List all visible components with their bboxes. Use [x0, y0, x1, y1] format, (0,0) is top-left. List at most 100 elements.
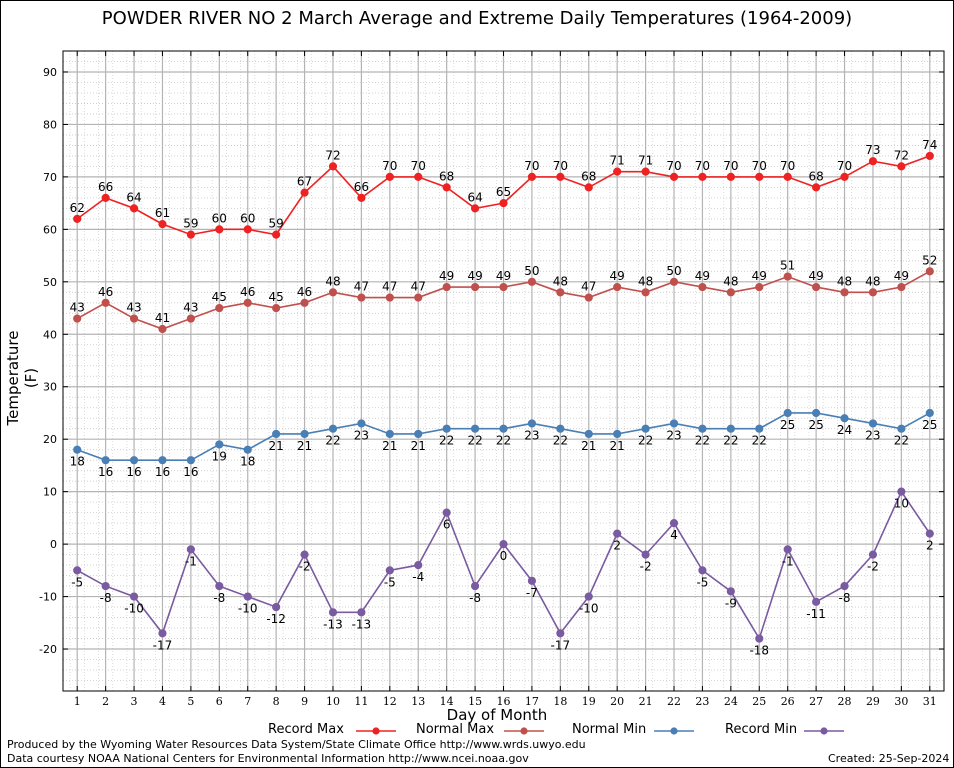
data-point-record-max	[442, 183, 451, 192]
data-label-record-max: 70	[553, 159, 568, 173]
data-point-record-min	[556, 629, 565, 638]
data-point-record-max	[499, 199, 508, 208]
data-point-normal-max	[925, 267, 934, 276]
data-point-record-max	[897, 162, 906, 171]
x-tick-label: 8	[273, 695, 280, 708]
y-tick-label: -10	[39, 591, 57, 604]
data-label-record-max: 68	[581, 169, 596, 183]
data-point-normal-max	[755, 282, 764, 292]
data-label-normal-min: 25	[922, 418, 937, 432]
data-label-normal-max: 46	[297, 285, 312, 299]
data-point-normal-min	[243, 445, 252, 454]
data-label-normal-max: 49	[467, 269, 482, 283]
data-point-record-max	[527, 172, 537, 182]
data-point-normal-min	[442, 424, 451, 433]
data-point-record-min	[272, 602, 281, 612]
footer-created: Created: 25-Sep-2024	[828, 752, 950, 765]
data-label-normal-max: 49	[695, 269, 710, 283]
data-label-record-min: -1	[185, 554, 197, 568]
data-point-normal-max	[215, 303, 224, 313]
data-label-normal-min: 22	[723, 434, 738, 448]
data-label-record-max: 70	[666, 159, 681, 173]
data-label-normal-max: 49	[439, 269, 454, 283]
data-label-record-min: 2	[613, 539, 621, 553]
data-point-normal-max	[613, 282, 622, 292]
data-label-record-min: -13	[323, 617, 343, 631]
data-point-normal-min	[328, 424, 338, 433]
data-label-record-min: -8	[100, 591, 112, 605]
data-label-record-min: 10	[894, 497, 909, 511]
data-point-normal-min	[186, 456, 195, 465]
data-point-record-max	[925, 151, 934, 161]
data-point-record-min	[357, 608, 366, 617]
data-point-normal-min	[726, 424, 735, 433]
data-label-normal-max: 48	[837, 274, 852, 288]
data-label-normal-min: 19	[212, 449, 227, 463]
data-point-normal-max	[669, 277, 679, 286]
legend-label-normal-max: Normal Max	[416, 722, 495, 737]
legend-marker-record-min	[820, 727, 828, 735]
data-point-normal-min	[101, 456, 110, 465]
x-tick-label: 2	[102, 695, 109, 708]
data-point-record-min	[73, 566, 82, 575]
data-label-normal-max: 49	[610, 269, 625, 283]
data-label-record-max: 71	[610, 154, 625, 168]
data-label-record-max: 68	[439, 169, 454, 183]
data-label-record-max: 70	[752, 159, 767, 173]
data-label-record-max: 74	[922, 138, 937, 152]
x-tick-label: 7	[244, 695, 251, 708]
x-tick-label: 11	[354, 695, 368, 708]
data-label-normal-max: 50	[524, 264, 539, 278]
y-tick-label: 20	[43, 433, 57, 446]
data-point-record-max	[783, 172, 792, 182]
data-point-record-min	[129, 592, 139, 601]
data-point-normal-max	[812, 282, 821, 292]
data-label-normal-max: 46	[98, 285, 113, 299]
data-point-record-max	[385, 172, 394, 182]
data-label-record-min: -2	[640, 560, 652, 574]
data-point-record-max	[868, 157, 878, 166]
data-label-normal-min: 22	[695, 434, 710, 448]
data-point-normal-min	[215, 440, 224, 449]
y-tick-label: 80	[43, 118, 57, 131]
legend-label-record-max: Record Max	[268, 722, 344, 737]
data-label-normal-min: 21	[297, 439, 312, 453]
data-point-record-min	[755, 634, 764, 643]
data-label-normal-min: 18	[240, 455, 255, 469]
data-point-normal-min	[669, 419, 679, 428]
data-label-record-min: -2	[867, 560, 879, 574]
x-tick-label: 12	[383, 695, 397, 708]
data-label-record-max: 71	[638, 154, 653, 168]
data-point-normal-max	[641, 288, 650, 297]
data-label-record-min: -1	[782, 554, 794, 568]
data-point-normal-max	[470, 282, 480, 292]
data-point-normal-min	[840, 414, 849, 423]
x-tick-label: 5	[187, 695, 194, 708]
y-tick-label: 70	[43, 171, 57, 184]
data-label-normal-min: 21	[382, 439, 397, 453]
data-point-normal-max	[101, 298, 110, 307]
data-point-record-max	[556, 172, 565, 182]
data-point-record-min	[328, 608, 338, 617]
data-label-normal-min: 21	[610, 439, 625, 453]
data-point-record-min	[300, 550, 309, 559]
x-tick-label: 31	[923, 695, 937, 708]
data-point-normal-min	[783, 408, 792, 418]
data-label-normal-max: 48	[638, 274, 653, 288]
data-point-normal-max	[527, 277, 537, 286]
data-point-normal-max	[556, 288, 565, 297]
data-label-record-min: 0	[500, 549, 508, 563]
data-point-normal-min	[584, 429, 593, 439]
data-label-record-min: 2	[926, 539, 934, 553]
data-point-record-min	[243, 592, 252, 601]
y-tick-label: 60	[43, 223, 57, 236]
data-label-normal-max: 47	[581, 280, 596, 294]
data-point-record-max	[669, 172, 679, 182]
data-point-record-min	[442, 508, 451, 517]
footer-produced-by: Produced by the Wyoming Water Resources …	[7, 738, 586, 751]
data-label-record-min: -17	[551, 638, 571, 652]
data-point-record-min	[698, 566, 707, 575]
x-tick-label: 23	[695, 695, 709, 708]
data-label-normal-max: 47	[354, 280, 369, 294]
data-label-record-max: 64	[126, 190, 141, 204]
